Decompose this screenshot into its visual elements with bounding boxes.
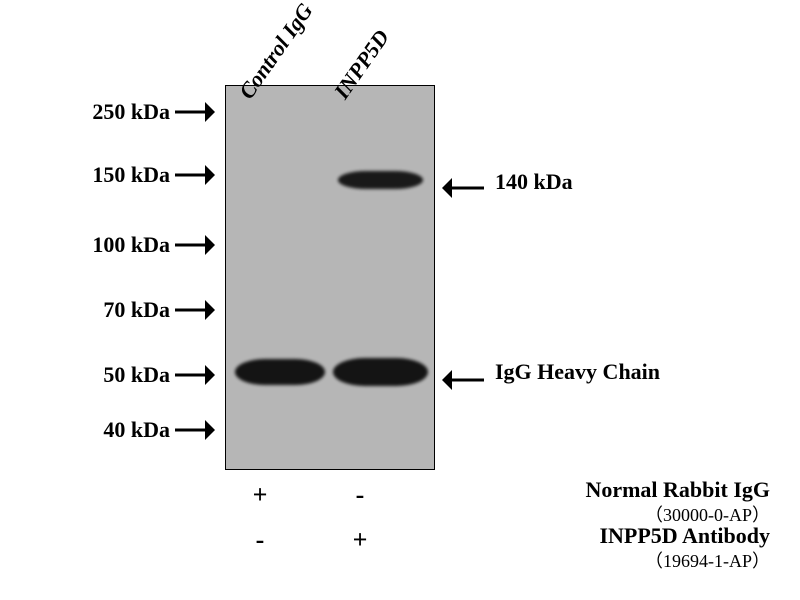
plus-minus-cell: + (240, 480, 280, 510)
annotation-label: 140 kDa (495, 169, 573, 195)
annotation-label: IgG Heavy Chain (495, 359, 660, 385)
band (235, 359, 325, 385)
reagent-name: Normal Rabbit IgG (585, 477, 770, 503)
annotation-arrow-icon (442, 370, 484, 395)
marker-label: 50 kDa (103, 362, 170, 388)
band (333, 358, 428, 386)
marker-arrow-icon (175, 165, 215, 190)
plus-minus-cell: - (240, 525, 280, 555)
marker-arrow-icon (175, 300, 215, 325)
reagent-name: INPP5D Antibody (599, 523, 770, 549)
plus-minus-cell: + (340, 525, 380, 555)
marker-label: 40 kDa (103, 417, 170, 443)
blot-membrane (225, 85, 435, 470)
annotation-arrow-icon (442, 178, 484, 203)
marker-arrow-icon (175, 235, 215, 260)
marker-label: 70 kDa (103, 297, 170, 323)
band (338, 171, 423, 189)
marker-label: 100 kDa (92, 232, 170, 258)
reagent-catalog: （19694-1-AP） (645, 547, 770, 573)
marker-label: 250 kDa (92, 99, 170, 125)
marker-arrow-icon (175, 365, 215, 390)
plus-minus-cell: - (340, 480, 380, 510)
marker-arrow-icon (175, 420, 215, 445)
figure-container: WWW.PTGLAB.COM Control IgGINPP5D 250 kDa… (0, 0, 800, 600)
marker-arrow-icon (175, 102, 215, 127)
marker-label: 150 kDa (92, 162, 170, 188)
